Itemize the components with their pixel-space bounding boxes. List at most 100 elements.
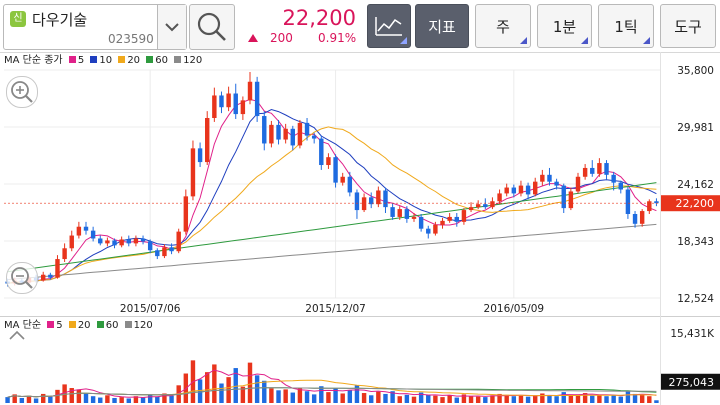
volume-bar xyxy=(475,396,481,403)
zoom-out-button[interactable] xyxy=(6,262,38,294)
period-tick-button[interactable]: 1틱 xyxy=(598,4,654,48)
volume-bar xyxy=(440,397,445,403)
volume-bar xyxy=(140,397,146,403)
volume-bar xyxy=(297,388,303,403)
volume-bar xyxy=(632,393,638,403)
volume-bar xyxy=(361,393,367,403)
candle-body xyxy=(297,122,303,146)
candle-body xyxy=(440,220,445,225)
candle-body xyxy=(197,148,203,163)
collapse-volume-button[interactable] xyxy=(4,325,30,345)
legend-item-vma5: 5 xyxy=(44,320,63,332)
volume-bar xyxy=(483,397,488,403)
moving-average-lines xyxy=(7,98,657,284)
candle-body xyxy=(561,185,566,209)
candle-body xyxy=(90,230,96,239)
volume-bar xyxy=(347,390,353,403)
candle-body xyxy=(483,204,488,208)
candle-body xyxy=(105,240,110,244)
candle-body xyxy=(647,201,652,212)
volume-bar xyxy=(262,380,267,403)
volume-bar xyxy=(119,397,124,403)
stock-selector[interactable]: 신 다우기술 023590 xyxy=(3,4,187,50)
candle-body xyxy=(461,210,467,222)
period-minute-button[interactable]: 1분 xyxy=(537,4,592,48)
volume-bar xyxy=(90,396,96,403)
zoom-in-icon xyxy=(11,81,33,103)
candle-body xyxy=(311,135,317,139)
candle-body xyxy=(590,167,595,174)
volume-bar xyxy=(33,398,39,403)
candle-body xyxy=(383,190,388,208)
volume-bar xyxy=(461,394,467,403)
candle-body xyxy=(411,216,417,219)
indicator-button-label: 지표 xyxy=(428,18,456,36)
period-week-button[interactable]: 주 xyxy=(475,4,531,48)
chart-type-button[interactable] xyxy=(367,4,411,48)
candle-body xyxy=(390,207,395,217)
candle-body xyxy=(625,189,631,214)
current-volume-marker xyxy=(661,373,720,390)
volume-bar xyxy=(247,362,253,403)
candle-body xyxy=(147,241,153,251)
price-change-percent: 0.91% xyxy=(318,31,357,45)
candle-body xyxy=(119,239,124,246)
volume-bar xyxy=(554,396,559,403)
ma5-line xyxy=(7,98,657,284)
legend-item-vma20: 20 xyxy=(66,320,91,332)
top-toolbar: 신 다우기술 023590 22,200 200 0.91% 지표 주 1분 xyxy=(0,0,720,53)
price-tick-label: 12,524 xyxy=(677,293,714,305)
ma60-line xyxy=(7,182,657,273)
candle-body xyxy=(55,259,60,278)
volume-bar xyxy=(504,394,509,403)
up-arrow-icon xyxy=(248,34,258,42)
volume-bar xyxy=(76,389,82,403)
price-tick-label: 18,343 xyxy=(677,236,714,248)
zoom-in-button[interactable] xyxy=(6,76,38,108)
candle-body xyxy=(326,157,331,166)
candle-body xyxy=(319,138,324,166)
tools-button[interactable]: 도구 xyxy=(660,4,716,48)
legend-swatch xyxy=(68,56,76,63)
volume-bar xyxy=(12,394,17,403)
volume-bar xyxy=(590,395,595,403)
price-tick-label: 35,800 xyxy=(677,65,714,77)
stock-name: 다우기술 xyxy=(32,11,88,29)
candle-body xyxy=(654,201,659,204)
ma120-line xyxy=(7,223,657,281)
period-week-label: 주 xyxy=(496,18,510,36)
volume-bar xyxy=(547,395,552,403)
new-listing-badge: 신 xyxy=(10,11,26,27)
candle-body xyxy=(597,163,602,174)
candle-body xyxy=(447,216,452,221)
volume-bar xyxy=(98,397,103,403)
corner-indicator xyxy=(520,37,527,44)
volume-bar xyxy=(62,384,67,403)
volume-max-label: 15,431K xyxy=(670,328,715,340)
volume-bar xyxy=(69,388,74,403)
candle-body xyxy=(568,191,574,209)
candle-body xyxy=(304,122,310,136)
candle-body xyxy=(333,157,338,183)
volume-ma-legend-title: MA 단순 xyxy=(4,320,42,331)
indicator-button[interactable]: 지표 xyxy=(415,4,469,48)
search-button[interactable] xyxy=(189,4,235,50)
legend-swatch xyxy=(96,321,104,328)
candle-body xyxy=(240,100,246,115)
price-volume-chart[interactable]: 35,800 29,981 24,162 18,343 12,524 2015/07/06… xyxy=(0,52,720,405)
volume-bar xyxy=(5,397,10,403)
volume-bar xyxy=(155,396,160,403)
volume-bar xyxy=(212,364,217,403)
candle-body xyxy=(369,197,374,205)
stock-dropdown-button[interactable] xyxy=(157,5,186,49)
zoom-out-icon xyxy=(11,267,33,289)
candle-body xyxy=(205,117,210,163)
volume-bar xyxy=(561,392,566,403)
stock-code: 023590 xyxy=(108,32,154,46)
corner-indicator xyxy=(643,37,650,44)
candle-body xyxy=(611,174,616,183)
candle-body xyxy=(497,193,502,202)
volume-bar xyxy=(426,394,431,403)
axis-separator xyxy=(660,52,661,405)
volume-bar xyxy=(205,372,210,403)
